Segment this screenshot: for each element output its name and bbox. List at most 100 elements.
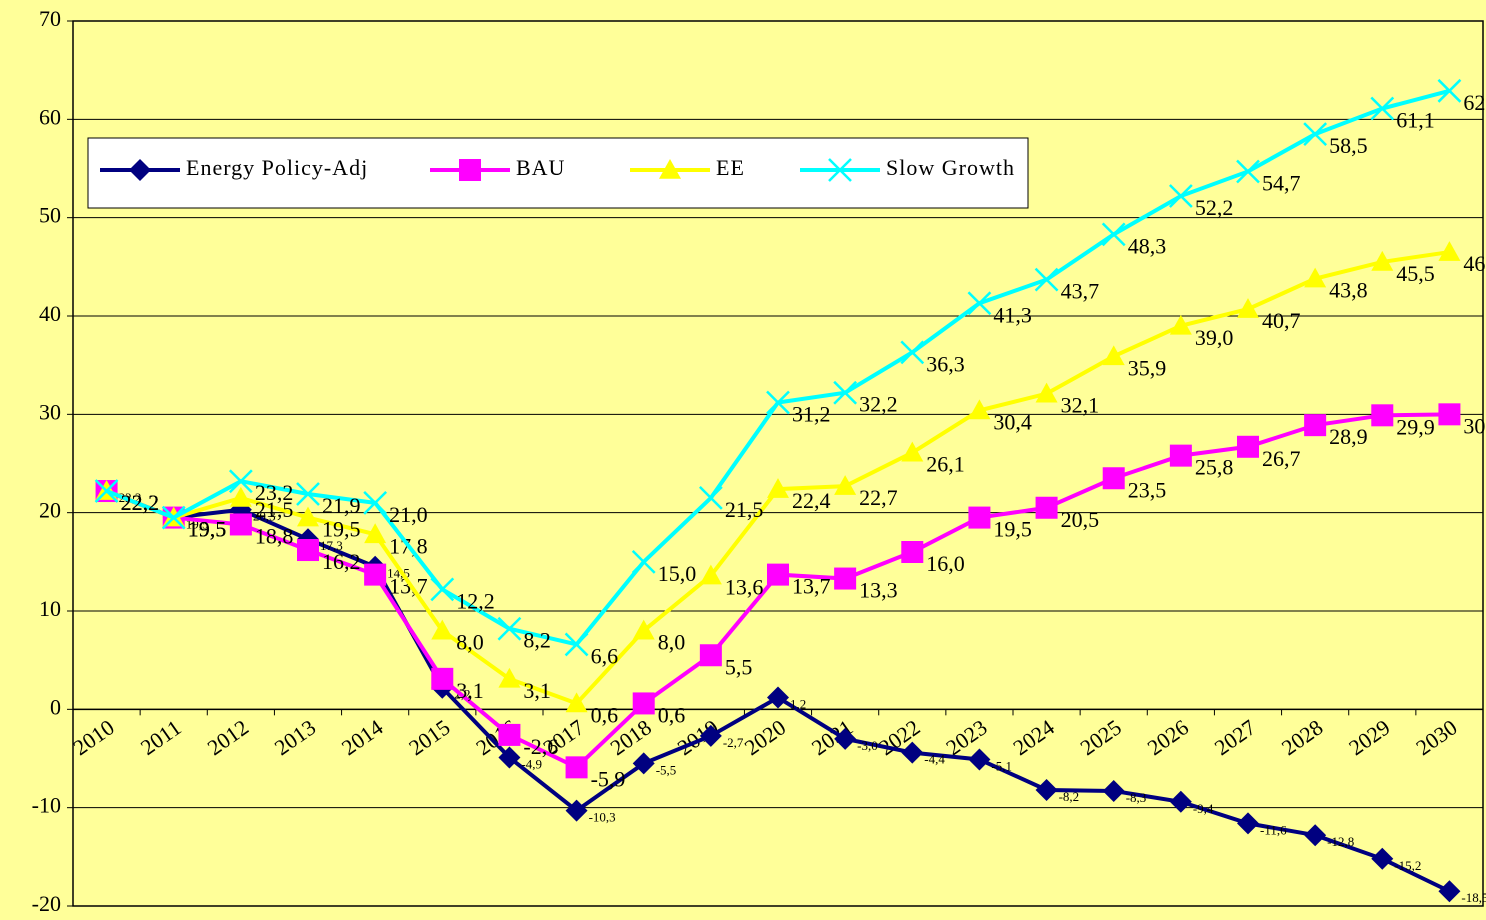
data-label: 5,5: [725, 654, 753, 679]
marker: [1035, 382, 1058, 403]
marker: [699, 644, 722, 667]
y-tick-label: 50: [39, 203, 61, 228]
marker: [565, 799, 588, 822]
data-label: 22,4: [792, 488, 831, 513]
marker: [1236, 159, 1260, 184]
marker: [1371, 404, 1394, 427]
marker: [699, 724, 722, 747]
marker: [296, 482, 320, 506]
y-tick-label: 70: [39, 6, 61, 31]
marker: [1102, 779, 1125, 802]
legend-label: EE: [716, 155, 745, 180]
data-label: 8,0: [658, 630, 686, 655]
marker: [901, 541, 924, 563]
data-label: 22,7: [859, 485, 898, 510]
data-label: 43,8: [1329, 278, 1368, 303]
data-label: 48,3: [1128, 233, 1167, 258]
marker: [1304, 267, 1327, 288]
marker: [1237, 812, 1259, 835]
data-label: 52,2: [1195, 195, 1234, 220]
marker: [631, 549, 656, 574]
marker: [1169, 314, 1192, 335]
data-label: -10,3: [589, 810, 616, 825]
y-tick-label: -20: [32, 891, 61, 916]
marker: [699, 564, 722, 585]
marker: [1035, 778, 1058, 801]
marker: [967, 291, 992, 316]
data-label: 13,7: [389, 574, 428, 599]
marker: [1438, 241, 1461, 261]
marker: [659, 159, 681, 179]
data-label: -8,2: [1059, 789, 1080, 804]
data-label: 23,5: [1128, 477, 1167, 502]
data-label: 46,5: [1463, 251, 1486, 276]
y-tick-label: 10: [39, 596, 61, 621]
data-label: -12,8: [1327, 834, 1354, 849]
marker: [1169, 790, 1192, 813]
y-tick-label: 20: [39, 498, 61, 523]
marker: [1237, 298, 1259, 318]
marker: [565, 756, 588, 779]
data-label: 8,0: [456, 630, 484, 655]
marker: [1102, 467, 1125, 490]
legend-label: BAU: [516, 155, 565, 180]
data-label: 13,3: [859, 578, 898, 603]
data-label: -2,7: [723, 735, 744, 750]
data-label: 35,9: [1128, 355, 1167, 380]
marker: [1304, 414, 1327, 437]
data-label: 19,5: [993, 517, 1032, 542]
data-label: 30,4: [993, 409, 1032, 434]
data-label: 3,1: [456, 678, 484, 703]
data-label: 13,7: [792, 574, 831, 599]
data-label: 31,2: [792, 402, 831, 427]
y-tick-label: 0: [50, 694, 61, 719]
marker: [431, 667, 454, 690]
marker: [1034, 267, 1059, 292]
marker: [834, 727, 857, 750]
y-tick-label: 60: [39, 104, 61, 129]
data-label: -5,5: [656, 762, 677, 777]
marker: [833, 380, 858, 405]
marker: [968, 506, 991, 529]
data-label: 18,8: [255, 524, 294, 549]
marker: [828, 158, 852, 182]
legend: Energy Policy-Adj BAU EE Slow Growth: [87, 137, 1029, 209]
marker: [767, 478, 789, 498]
y-tick-label: 40: [39, 301, 61, 326]
marker: [1102, 345, 1125, 366]
data-label: 43,7: [1061, 279, 1100, 304]
marker: [1371, 250, 1394, 271]
data-label: -4,9: [521, 757, 542, 772]
marker: [229, 486, 252, 507]
marker: [129, 159, 151, 181]
data-label: 3,1: [523, 678, 551, 703]
marker: [497, 616, 522, 641]
marker: [459, 159, 481, 181]
marker: [161, 505, 186, 530]
marker: [364, 563, 387, 586]
data-label: 6,6: [591, 643, 619, 668]
data-label: -2,6: [523, 734, 558, 759]
data-label: 39,0: [1195, 325, 1234, 350]
marker: [901, 741, 924, 764]
data-label: -9,4: [1193, 801, 1214, 816]
marker: [229, 513, 252, 536]
marker: [1371, 847, 1394, 870]
marker: [1169, 444, 1192, 467]
data-label: 17,3: [320, 538, 343, 553]
data-label: 19,5: [188, 517, 227, 542]
marker: [363, 490, 388, 515]
data-label: -8,3: [1126, 790, 1147, 805]
marker: [364, 523, 387, 544]
data-label: 36,3: [926, 351, 965, 376]
data-label: 19,5: [322, 517, 361, 542]
data-label: 62,9: [1463, 90, 1486, 115]
marker: [228, 469, 253, 494]
data-label: 1,2: [790, 697, 806, 712]
marker: [1237, 435, 1259, 458]
data-label: 30,0: [1463, 413, 1486, 438]
data-label: -15,2: [1394, 858, 1421, 873]
data-label: 32,1: [1061, 393, 1100, 418]
data-label: 19,5: [188, 517, 227, 542]
